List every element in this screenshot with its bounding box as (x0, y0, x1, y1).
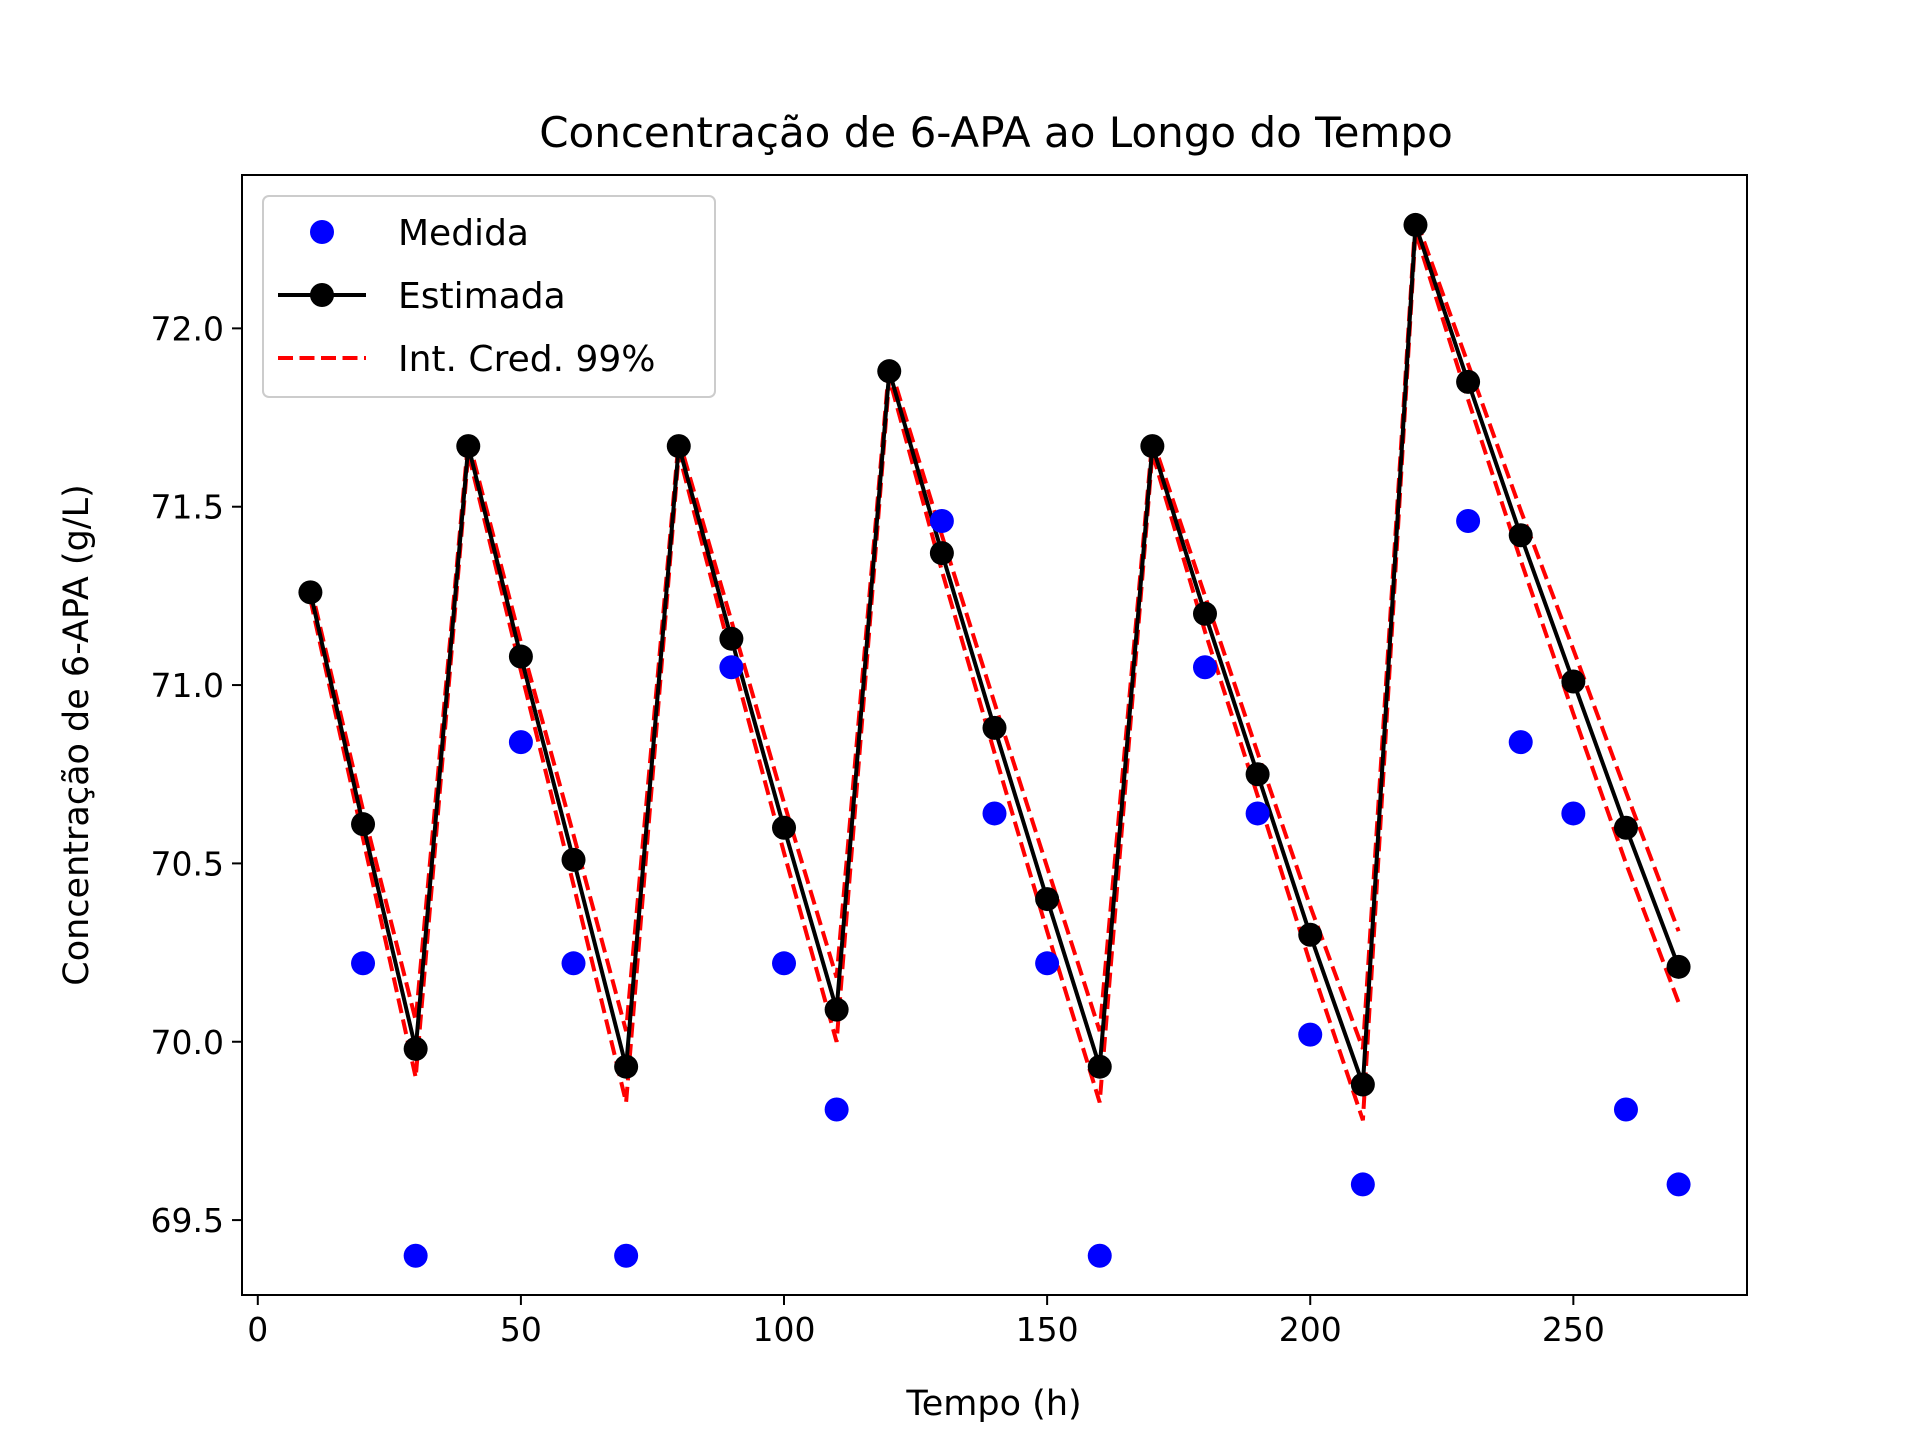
y-tick-label: 69.5 (151, 1201, 224, 1240)
estimated-point (456, 434, 481, 459)
measured-point (1087, 1243, 1112, 1268)
measured-point (1666, 1172, 1691, 1197)
credible-interval-upper-line (308, 217, 1681, 1050)
axes-ticks: 0 50 100 150 200 250 69.5 70.0 70.5 71.0 71.5 72.0 (151, 309, 1605, 1349)
legend: Medida Estimada Int. Cred. 99% (262, 195, 716, 398)
estimated-point (772, 815, 797, 840)
estimated-point (403, 1036, 428, 1061)
measured-point (561, 951, 586, 976)
estimated-point (1456, 369, 1481, 394)
measured-point (929, 508, 954, 533)
measured-point (772, 951, 797, 976)
chart-title: Concentração de 6-APA ao Longo do Tempo (539, 108, 1453, 157)
estimated-point (1508, 523, 1533, 548)
measured-point (1613, 1097, 1638, 1122)
estimated-point (719, 626, 744, 651)
estimated-point (929, 541, 954, 566)
y-tick-label: 71.5 (151, 488, 224, 527)
estimated-point (1192, 601, 1217, 626)
estimated-point (1350, 1072, 1375, 1097)
y-tick-label: 72.0 (151, 309, 224, 348)
y-tick-label: 70.5 (151, 844, 224, 883)
x-tick-label: 250 (1542, 1310, 1605, 1349)
estimated-point (1035, 887, 1060, 912)
plot-area (298, 212, 1691, 1268)
legend-label-estimated: Estimada (398, 276, 566, 317)
estimated-point (1561, 669, 1586, 694)
estimated-point (1666, 954, 1691, 979)
estimated-point (1298, 922, 1323, 947)
estimated-point (614, 1054, 639, 1079)
y-tick-label: 71.0 (151, 666, 224, 705)
legend-marker-measured (310, 220, 334, 244)
measured-point (1561, 801, 1586, 826)
estimated-point (351, 812, 376, 837)
legend-box (262, 195, 716, 398)
x-tick-label: 150 (1016, 1310, 1079, 1349)
legend-label-credible-interval: Int. Cred. 99% (398, 339, 655, 380)
measured-point (982, 801, 1007, 826)
estimated-point (298, 580, 323, 605)
measured-point (403, 1243, 428, 1268)
credible-interval-lower-line (308, 231, 1681, 1121)
estimated-point (877, 359, 902, 384)
measured-point (1035, 951, 1060, 976)
measured-point (351, 951, 376, 976)
legend-label-measured: Medida (398, 213, 529, 254)
y-tick-label: 70.0 (151, 1023, 224, 1062)
estimated-point (1087, 1054, 1112, 1079)
estimated-point (1245, 762, 1270, 787)
measured-point (1298, 1022, 1323, 1047)
x-tick-label: 100 (753, 1310, 816, 1349)
estimated-point (1613, 815, 1638, 840)
estimated-point (666, 434, 691, 459)
measured-point (1192, 655, 1217, 680)
legend-marker-estimated (310, 283, 334, 307)
plot-frame (241, 174, 1748, 1296)
estimated-point (508, 644, 533, 669)
x-axis-label: Tempo (h) (905, 1384, 1081, 1424)
measured-point (1245, 801, 1270, 826)
measured-point (1456, 508, 1481, 533)
measured-point (1508, 730, 1533, 755)
measured-point (614, 1243, 639, 1268)
x-tick-label: 50 (500, 1310, 542, 1349)
estimated-point (1403, 212, 1428, 237)
estimated-point (1140, 434, 1165, 459)
measured-point (719, 655, 744, 680)
measured-point (508, 730, 533, 755)
x-tick-label: 0 (247, 1310, 268, 1349)
estimated-point (982, 715, 1007, 740)
x-tick-label: 200 (1279, 1310, 1342, 1349)
measured-point (1350, 1172, 1375, 1197)
estimated-point (824, 997, 849, 1022)
y-axis-label: Concentração de 6-APA (g/L) (57, 484, 97, 985)
estimated-point (561, 847, 586, 872)
measured-point (824, 1097, 849, 1122)
